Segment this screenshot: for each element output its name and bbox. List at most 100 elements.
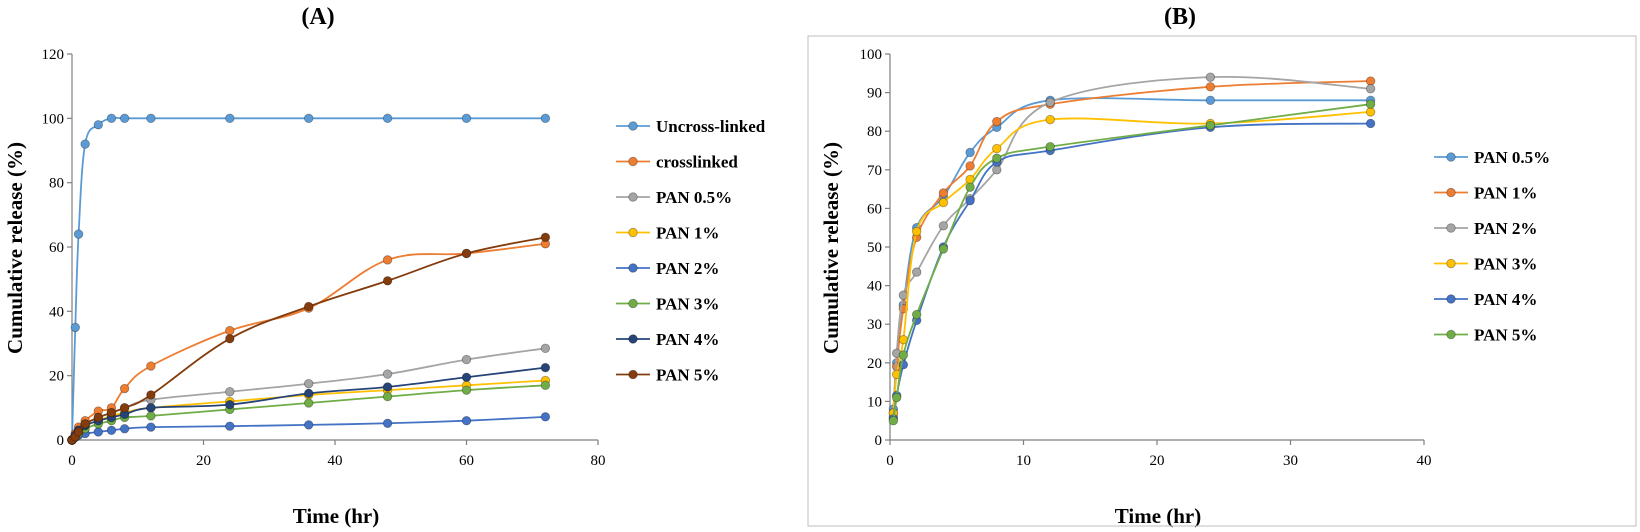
chart-b-point-pan-1 [938, 188, 949, 198]
chart-a-point-pan-3 [461, 385, 472, 395]
chart-b-area-border [807, 35, 1637, 527]
chart-b-series-line-pan-4 [892, 122, 1371, 419]
chart-a-point-pan-5 [146, 390, 156, 400]
chart-a-point-uncross-linked [119, 113, 130, 124]
chart-a-point-pan-2 [225, 421, 235, 431]
chart-a-series-line-crosslinked [71, 242, 546, 441]
chart-b-point-pan-5 [888, 416, 899, 426]
chart-b-xlabel: Time (hr) [1115, 504, 1202, 528]
chart-b-point-pan-3 [1045, 114, 1055, 125]
chart-a-point-pan-2 [106, 425, 117, 436]
chart-a-point-pan-0-5 [304, 379, 314, 389]
chart-a-point-uncross-linked [73, 229, 84, 239]
chart-b-legend-label-pan-4: PAN 4% [1474, 290, 1537, 309]
chart-a-point-crosslinked [119, 383, 130, 394]
chart-b-point-pan-2 [1045, 97, 1055, 107]
chart-a-point-pan-2 [119, 424, 130, 434]
chart-b-series-line-pan-1 [892, 80, 1371, 414]
chart-a-legend-label-pan-0-5: PAN 0.5% [656, 188, 732, 207]
chart-a-point-pan-5 [382, 276, 393, 286]
chart-b-x-tick-label: 20 [1150, 453, 1165, 469]
chart-b-legend-marker-pan-1 [1446, 187, 1456, 198]
chart-a-point-pan-3 [382, 391, 393, 402]
chart-a-point-uncross-linked [106, 113, 117, 124]
chart-a-point-pan-4 [304, 388, 314, 399]
chart-a-point-crosslinked [225, 325, 235, 336]
chart-a-point-uncross-linked [382, 113, 393, 124]
chart-a-legend-label-uncross-linked: Uncross-linked [656, 117, 766, 136]
chart-b-point-pan-2 [898, 290, 909, 300]
chart-a-point-uncross-linked [461, 113, 472, 124]
chart-a-legend-marker-pan-3 [628, 298, 638, 309]
chart-a-y-tick-label: 20 [49, 369, 64, 385]
chart-panel-b: (B) Time (hr) Cumulative release (%) 0 10… [807, 4, 1637, 528]
chart-b-point-pan-5 [938, 244, 949, 254]
chart-a-point-pan-5 [119, 403, 130, 413]
chart-b-point-pan-0-5 [965, 147, 975, 158]
chart-a-point-pan-0-5 [461, 354, 472, 365]
chart-a-point-pan-4 [382, 382, 393, 392]
chart-a-point-uncross-linked [146, 113, 156, 124]
chart-b-series-line-pan-2 [892, 75, 1371, 417]
chart-b-legend-marker-pan-5 [1446, 329, 1456, 340]
chart-b-y-tick-label: 30 [867, 317, 882, 333]
chart-a-point-pan-2 [382, 418, 393, 428]
chart-a-point-pan-2 [146, 422, 156, 432]
chart-a-x-tick-label: 0 [68, 453, 76, 469]
chart-b-legend-marker-pan-3 [1446, 258, 1456, 269]
chart-b-point-pan-4 [965, 195, 975, 206]
chart-a-point-pan-4 [225, 399, 235, 410]
chart-a-x-tick-label: 20 [196, 453, 211, 469]
chart-a-point-pan-5 [73, 427, 84, 437]
chart-a-legend-marker-pan-4 [628, 334, 638, 344]
chart-a-xlabel: Time (hr) [293, 504, 380, 528]
chart-a-point-uncross-linked [93, 120, 104, 130]
chart-a-point-pan-5 [80, 419, 90, 429]
chart-a-x-tick-label: 80 [591, 453, 606, 469]
chart-b-point-pan-1 [1365, 76, 1376, 86]
chart-a-point-crosslinked [382, 255, 393, 265]
chart-a-point-pan-4 [146, 403, 156, 413]
chart-b-point-pan-5 [912, 309, 922, 320]
chart-a-point-pan-3 [146, 411, 156, 421]
chart-b-y-tick-label: 50 [867, 240, 882, 256]
chart-a-y-tick-label: 100 [42, 111, 65, 127]
chart-a-legend-marker-pan-1 [628, 227, 638, 238]
chart-b-point-pan-2 [938, 221, 949, 231]
chart-a-point-pan-2 [93, 427, 104, 437]
chart-a-point-pan-2 [540, 412, 551, 422]
chart-a-y-tick-label: 60 [49, 240, 64, 256]
chart-a-point-pan-2 [304, 420, 314, 430]
chart-a-point-uncross-linked [70, 322, 80, 333]
chart-b-point-pan-2 [912, 267, 922, 277]
chart-b-y-tick-label: 20 [867, 356, 882, 372]
chart-a-point-pan-0-5 [540, 343, 551, 354]
chart-b-point-pan-5 [1205, 120, 1216, 131]
chart-b-point-pan-1 [992, 116, 1002, 127]
chart-a-legend-marker-pan-2 [628, 263, 638, 273]
chart-a-point-pan-5 [540, 232, 551, 243]
chart-a-y-tick-label: 40 [49, 304, 64, 320]
chart-b-point-pan-4 [1365, 118, 1376, 129]
chart-b-x-tick-label: 40 [1417, 453, 1432, 469]
chart-a-legend-label-pan-1: PAN 1% [656, 224, 719, 243]
chart-b-point-pan-3 [1365, 107, 1376, 117]
chart-a-x-tick-label: 40 [328, 453, 343, 469]
chart-a-point-pan-4 [540, 362, 551, 373]
chart-b-legend-marker-pan-2 [1446, 223, 1456, 233]
chart-b-y-tick-label: 0 [875, 433, 883, 449]
chart-b-y-tick-label: 100 [860, 47, 883, 63]
chart-a-point-pan-2 [461, 416, 472, 426]
chart-b-point-pan-5 [965, 182, 975, 192]
chart-b-point-pan-5 [1045, 141, 1055, 152]
chart-b-x-tick-label: 10 [1016, 453, 1031, 469]
chart-a-y-tick-label: 80 [49, 176, 64, 192]
chart-b-legend-label-pan-5: PAN 5% [1474, 326, 1537, 345]
chart-a-point-uncross-linked [540, 113, 551, 124]
chart-b-legend-marker-pan-0-5 [1446, 152, 1456, 162]
chart-a-point-uncross-linked [304, 113, 314, 124]
chart-b-legend-marker-pan-4 [1446, 294, 1456, 304]
chart-b-point-pan-5 [1365, 99, 1376, 109]
chart-b-point-pan-2 [1365, 84, 1376, 94]
